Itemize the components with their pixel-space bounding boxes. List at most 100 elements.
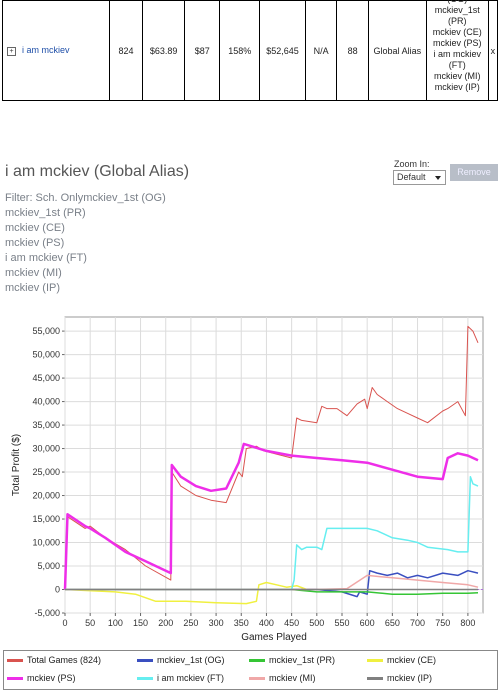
x-tick-label: 500 [309,618,324,628]
expand-icon[interactable]: + [7,46,16,56]
zoom-select-value: Default [397,172,426,182]
x-tick-label: 650 [385,618,400,628]
type-link[interactable]: Global Alias [367,0,427,101]
alias-item: mckiev (PS) [433,38,482,48]
x-tick-label: 0 [62,618,67,628]
per-game-cell: $63.89 [142,0,185,101]
plot-area [64,316,484,614]
legend-swatch [367,659,383,663]
alias-item: mckiev_1st [434,5,480,15]
aliases-cell: (OG)mckiev_1st(PR)mckiev (CE)mckiev (PS)… [425,0,489,101]
x-tick-label: 350 [234,618,249,628]
y-tick-label: 10,000 [32,538,60,548]
x-tick-label: 300 [209,618,224,628]
legend-swatch [249,677,265,681]
legend-item: i am mckiev (FT) [137,673,224,683]
chevron-down-icon [435,176,441,180]
legend-swatch [249,659,265,663]
name-cell[interactable]: + i am mckiev [2,0,110,101]
alias-item: (OG) [427,0,488,5]
roi-cell: 158% [219,0,261,101]
alias-item: mckiev (IP) [434,82,480,92]
filter-item: mckiev (IP) [5,282,60,294]
legend-swatch [7,677,23,681]
summary-table: + i am mckiev 824 $63.89 $87 158% $52,645… [2,0,499,101]
remove-row-link[interactable]: x [487,0,499,101]
legend-item: mckiev (MI) [249,673,316,683]
count-cell: 88 [336,0,369,101]
total-cell: $52,645 [259,0,306,101]
y-tick-label: 25,000 [32,467,60,477]
filter-item: mckiev_1st (PR) [5,207,86,219]
x-tick-label: 150 [133,618,148,628]
filter-heading: Filter: Sch. Onlymckiev_1st (OG) [5,192,166,204]
x-tick-label: 600 [360,618,375,628]
x-tick-label: 800 [460,618,475,628]
x-tick-label: 450 [284,618,299,628]
median-cell: $87 [183,0,221,101]
y-tick-label: 0 [55,585,60,595]
legend-label: mckiev_1st (PR) [269,655,336,665]
y-tick-label: 15,000 [32,514,60,524]
legend-item: mckiev (CE) [367,655,436,665]
legend-item: Total Games (824) [7,655,101,665]
x-tick-label: 750 [435,618,450,628]
legend-label: mckiev_1st (OG) [157,655,225,665]
legend-swatch [137,659,153,663]
alias-item: mckiev (CE) [432,27,482,37]
legend-item: mckiev_1st (PR) [249,655,335,665]
legend-item: mckiev (PS) [7,673,76,683]
alias-name-link[interactable]: i am mckiev [22,45,70,56]
legend-label: mckiev (MI) [269,673,316,683]
series-line-3 [64,581,307,605]
games-cell: 824 [108,0,144,101]
series-line-0 [64,325,479,590]
y-tick-label: 5,000 [37,561,60,571]
series-line-4 [63,442,479,590]
filter-list: Filter: Sch. Onlymckiev_1st (OG) mckiev_1… [5,191,166,296]
legend-swatch [367,677,383,681]
zoom-label: Zoom In: [394,159,430,169]
x-tick-label: 700 [410,618,425,628]
y-tick-label: 20,000 [32,491,60,501]
table-row[interactable]: + i am mckiev 824 $63.89 $87 158% $52,645… [2,0,499,101]
x-tick-label: 100 [108,618,123,628]
filter-item: mckiev (CE) [5,222,65,234]
legend-label: mckiev (IP) [387,673,432,683]
y-tick-label: 35,000 [32,420,60,430]
y-tick-label: 30,000 [32,444,60,454]
y-tick-label: 55,000 [32,326,60,336]
x-tick-label: 400 [259,618,274,628]
filter-item: mckiev (PS) [5,237,65,249]
x-tick-label: 200 [158,618,173,628]
alias-item: (FT) [448,60,466,70]
zoom-select[interactable]: Default [393,170,446,185]
filter-item: mckiev (MI) [5,267,62,279]
legend-label: i am mckiev (FT) [157,673,224,683]
alias-item: (PR) [448,16,467,26]
y-tick-label: 45,000 [32,373,60,383]
legend-swatch [7,659,23,663]
filter-item: i am mckiev (FT) [5,252,87,264]
y-tick-label: 50,000 [32,350,60,360]
legend-swatch [137,677,153,681]
legend-label: mckiev (CE) [387,655,436,665]
page-title: i am mckiev (Global Alias) [5,163,190,180]
profit-chart: -5,00005,00010,00015,00020,00025,00030,0… [11,316,484,643]
alias-item: mckiev (MI) [434,71,481,81]
legend-item: mckiev (IP) [367,673,432,683]
y-tick-label: 40,000 [32,397,60,407]
legend-item: mckiev_1st (OG) [137,655,225,665]
legend-label: Total Games (824) [27,655,102,665]
y-axis-label: Total Profit ($) [11,434,22,496]
chart-legend: Total Games (824) mckiev_1st (OG) mckiev_1… [3,650,498,690]
x-tick-label: 50 [85,618,95,628]
x-tick-label: 550 [334,618,349,628]
x-tick-label: 250 [183,618,198,628]
alias-item: i am mckiev [433,49,482,59]
na-cell: N/A [304,0,338,101]
remove-button[interactable]: Remove [450,164,498,181]
y-tick-label: -5,000 [34,608,60,618]
alias-list: (OG)mckiev_1st(PR)mckiev (CE)mckiev (PS)… [427,0,488,93]
x-axis-label: Games Played [241,632,307,643]
